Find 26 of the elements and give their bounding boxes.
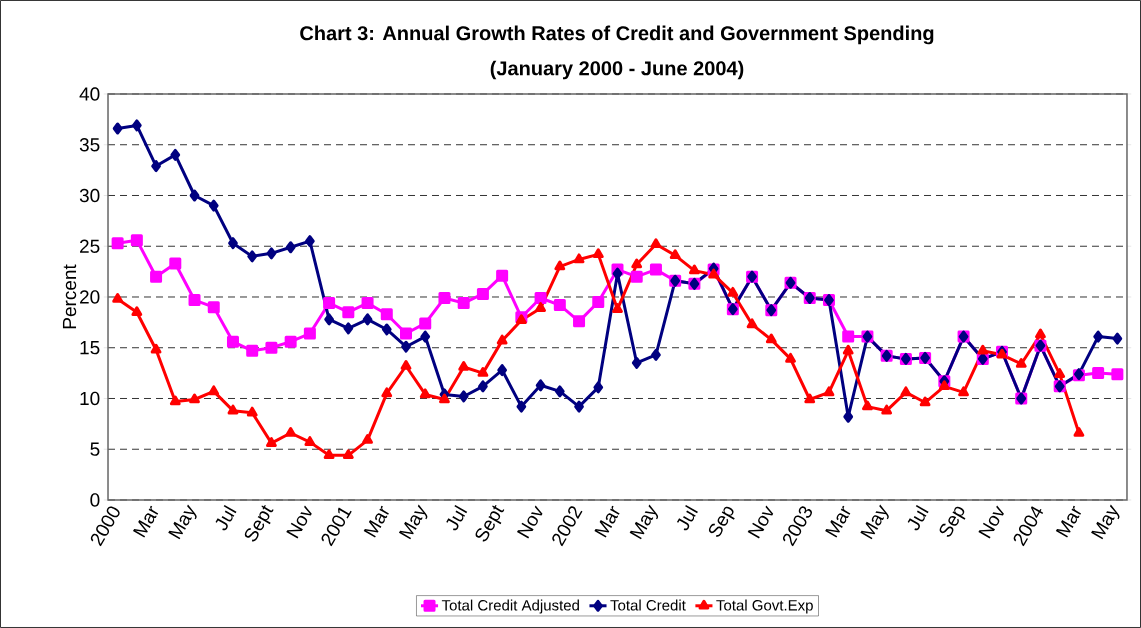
legend-label: Total Credit bbox=[610, 599, 686, 611]
chart-title: Chart 3: Annual Growth Rates of Credit and Government Spending bbox=[300, 25, 934, 45]
y-tick-label: 30 bbox=[79, 188, 100, 203]
y-axis-title: Percent bbox=[62, 264, 77, 329]
y-tick-label: 35 bbox=[79, 138, 100, 152]
x-tick-label: Sep bbox=[708, 506, 735, 537]
legend-label: Total Credit Adjusted bbox=[441, 599, 579, 614]
x-tick-label: Sep bbox=[939, 506, 966, 537]
x-tick-label: Mar bbox=[825, 505, 851, 538]
y-tick-label: 15 bbox=[80, 341, 100, 355]
x-tick-label: Mar bbox=[363, 505, 389, 538]
y-tick-label: 10 bbox=[80, 391, 100, 406]
x-tick-label: Jul bbox=[676, 504, 698, 531]
y-tick-label: 20 bbox=[80, 290, 100, 304]
x-tick-label: Mar bbox=[1055, 505, 1082, 538]
y-tick-label: 0 bbox=[90, 493, 100, 507]
x-tick-label: Jul bbox=[446, 504, 468, 531]
chart-subtitle: (January 2000 - June 2004) bbox=[490, 60, 744, 80]
x-tick-label: Mar bbox=[132, 505, 159, 538]
y-tick-label: 40 bbox=[79, 87, 100, 101]
x-tick-label: Jul bbox=[215, 504, 237, 531]
legend-label: Total Govt.Exp bbox=[716, 599, 813, 614]
x-tick-label: Jul bbox=[907, 504, 929, 531]
y-tick-label: 5 bbox=[90, 442, 100, 456]
x-tick-label: Mar bbox=[594, 505, 620, 538]
y-tick-label: 25 bbox=[80, 239, 100, 253]
